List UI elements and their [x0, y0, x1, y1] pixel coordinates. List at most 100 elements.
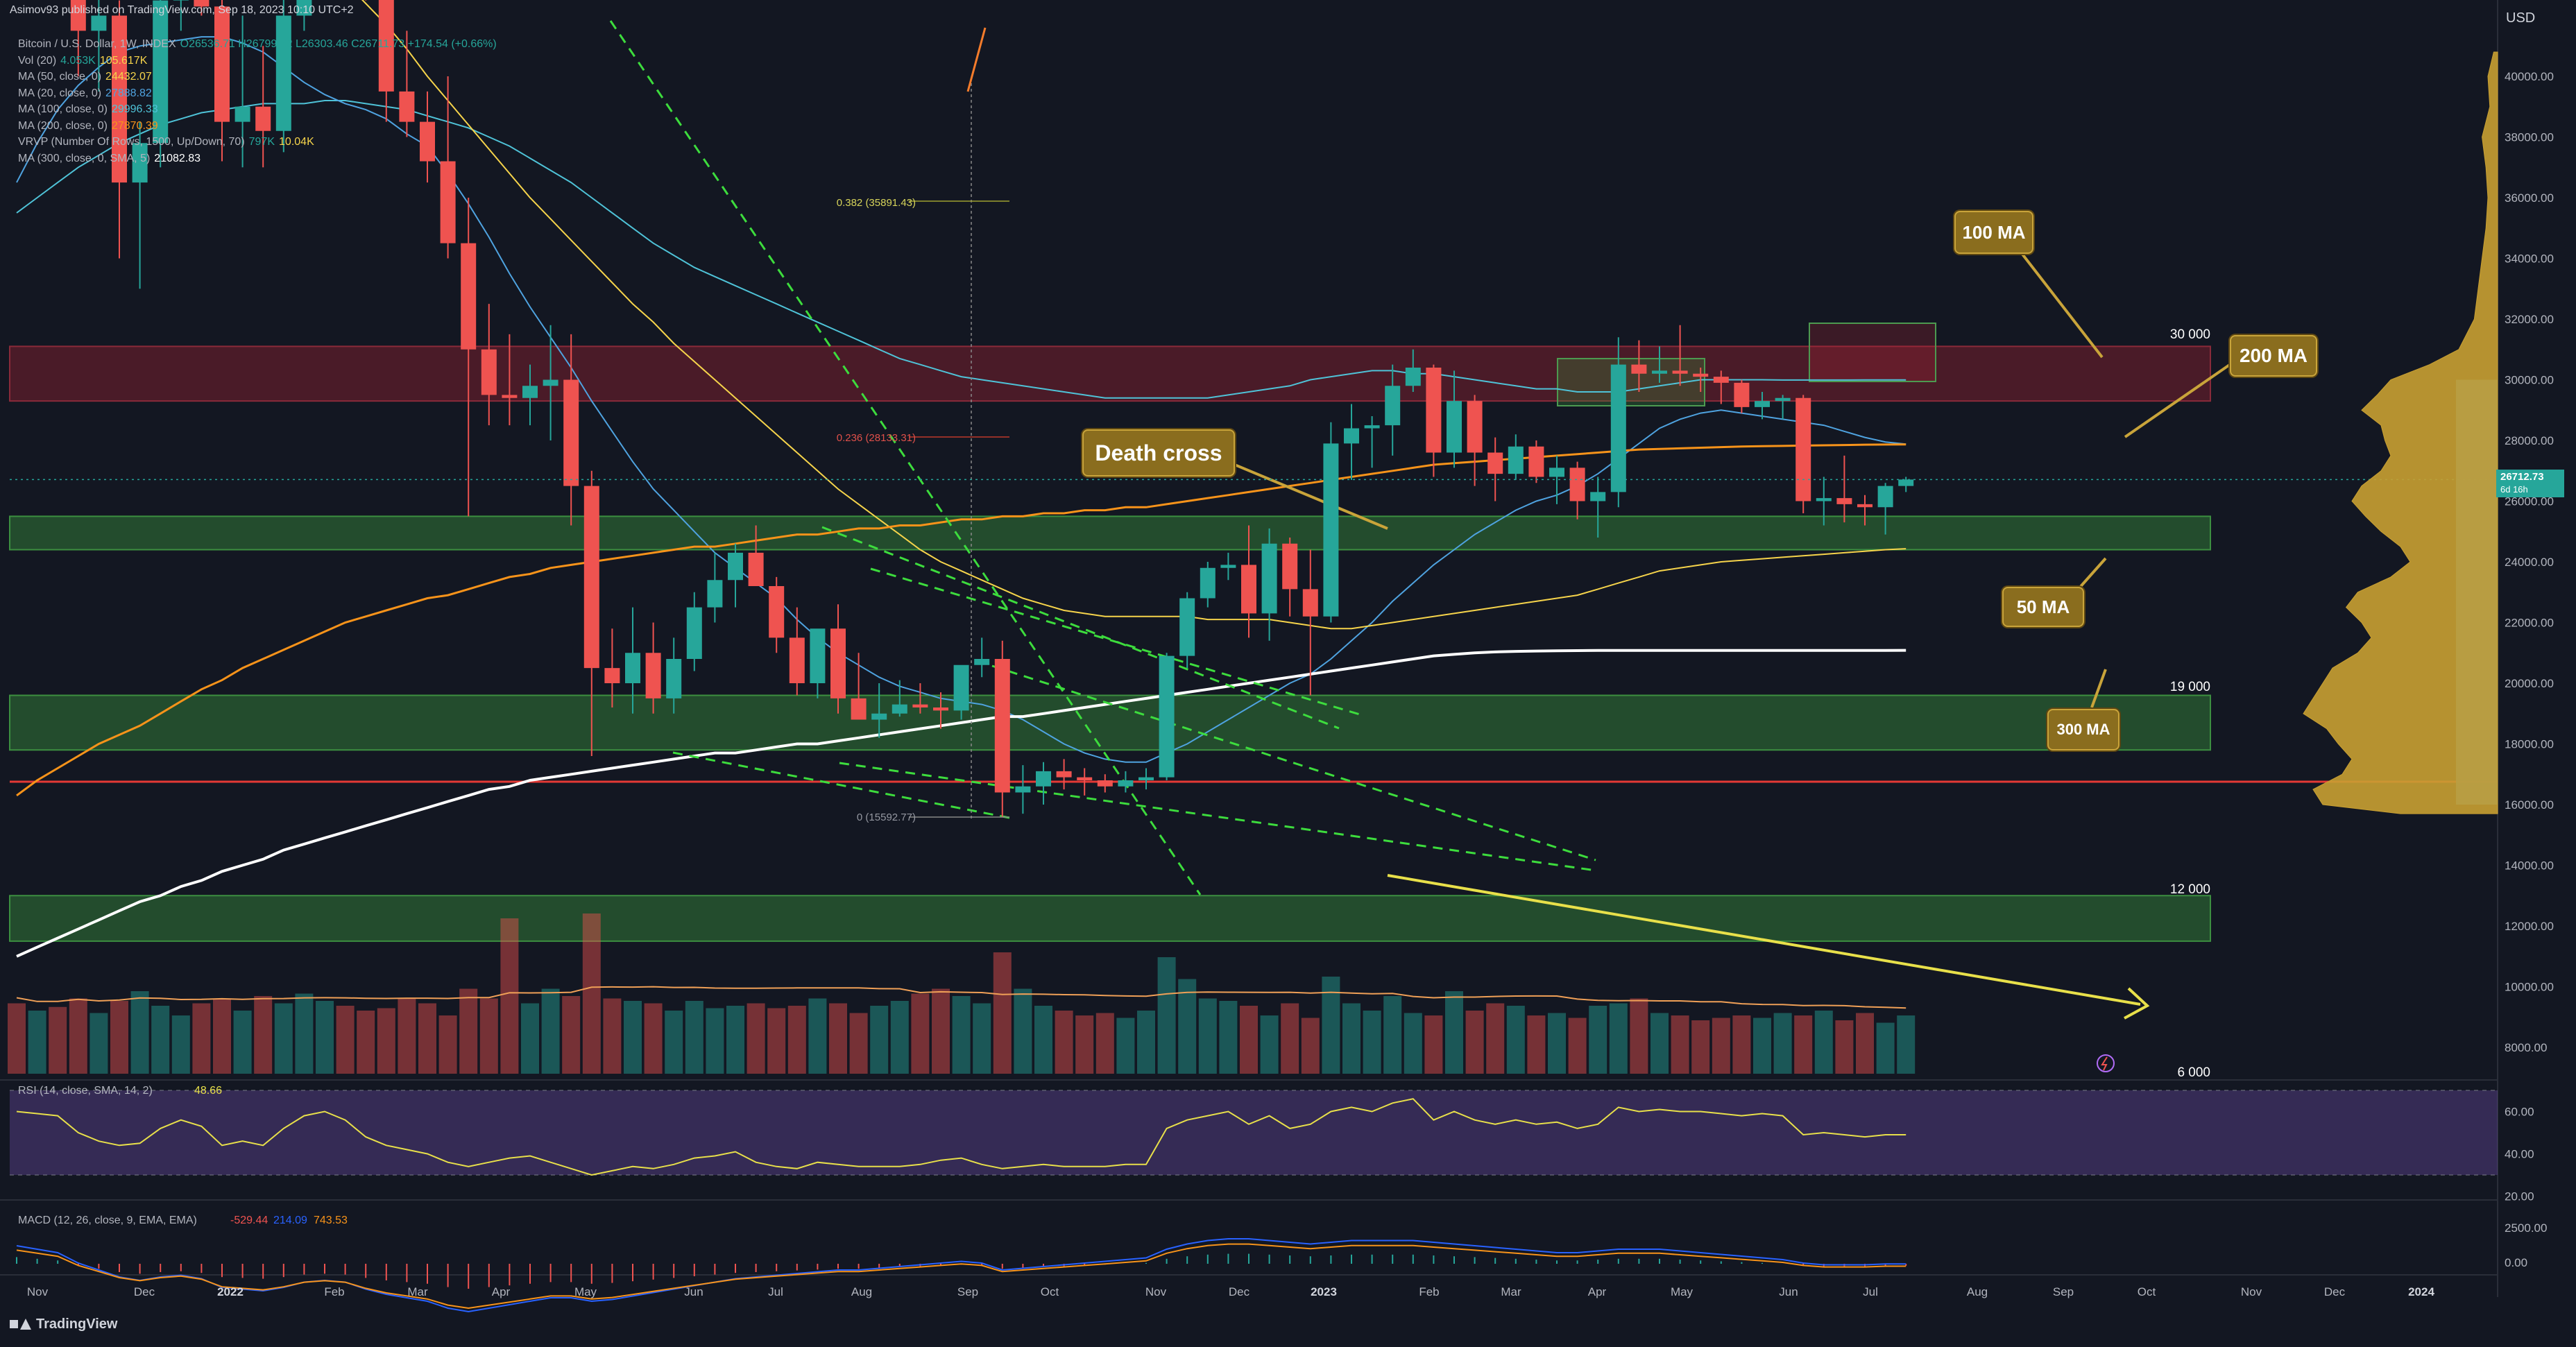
candle-body [234, 106, 250, 122]
price-axis-tick: 20000.00 [2505, 677, 2554, 690]
legend-value: 27888.82 [105, 87, 152, 99]
trend-line-dashed [870, 567, 1360, 716]
candle-body [1159, 655, 1175, 778]
candle-body [604, 668, 620, 683]
volume-bar [644, 1003, 663, 1074]
volume-bar [541, 988, 560, 1074]
time-axis-label: Jul [768, 1285, 783, 1298]
volume-bar [890, 1001, 909, 1074]
time-axis-label: Sep [957, 1285, 978, 1298]
candle-body [1056, 771, 1072, 778]
candle-body [707, 580, 723, 608]
rsi-axis-tick: 60.00 [2505, 1106, 2534, 1119]
volume-bar [993, 952, 1012, 1074]
callout-pointer [1231, 462, 1388, 530]
volume-bar [213, 998, 231, 1074]
legend-label: MA (20, close, 0) [18, 87, 102, 99]
volume-bar [1137, 1011, 1155, 1074]
candle-body [173, 0, 189, 1]
volume-bar [130, 991, 149, 1074]
volume-bar [1630, 998, 1648, 1074]
volume-bar [1445, 991, 1463, 1074]
candle-body [1282, 543, 1298, 590]
candle-body [1877, 486, 1893, 508]
volume-bar [336, 1006, 355, 1074]
lightning-glyph [2101, 1056, 2108, 1071]
legend-value: 4.053K [60, 54, 96, 67]
level-label-12000: 12 000 [2170, 882, 2210, 897]
volume-bar [500, 918, 519, 1074]
time-axis-label: Dec [134, 1285, 155, 1298]
volume-bar [829, 1003, 847, 1074]
candle-body [563, 379, 579, 486]
volume-bar [1363, 1011, 1381, 1074]
ma200-line [16, 443, 1907, 797]
macd-value: -529.44 [230, 1215, 268, 1226]
volume-bar [49, 1006, 67, 1074]
volume-bar [685, 1001, 703, 1074]
volume-bar [787, 1006, 806, 1074]
level-label-19000: 19 000 [2170, 680, 2210, 694]
legend-row[interactable]: Vol (20) 4.053K 105.617K [18, 53, 497, 69]
price-axis-tick: 10000.00 [2505, 981, 2554, 994]
legend-label: Bitcoin / U.S. Dollar, 1W, INDEX [18, 38, 176, 50]
candle-body [420, 121, 435, 162]
volume-bar [1178, 979, 1197, 1074]
legend-row[interactable]: MA (20, close, 0) 27888.82 [18, 85, 497, 102]
ma50-line [361, 0, 1907, 630]
legend-row[interactable]: MA (200, close, 0) 27870.39 [18, 118, 497, 135]
legend-row[interactable]: MA (300, close, 0, SMA, 5) 21082.83 [18, 151, 497, 167]
time-axis-label: Aug [1967, 1285, 1988, 1298]
macd-signal-line [16, 1243, 1907, 1310]
candle-body [1364, 425, 1380, 429]
candle-body [378, 0, 394, 92]
volume-bar [808, 998, 827, 1074]
volume-bar [1219, 1001, 1238, 1074]
candle-body [1261, 543, 1277, 614]
tradingview-logo[interactable]: TradingView [10, 1316, 117, 1332]
ma100-line [16, 100, 1907, 399]
price-axis-tick: 34000.00 [2505, 252, 2554, 266]
price-axis-tick: 36000.00 [2505, 191, 2554, 205]
legend-row[interactable]: Bitcoin / U.S. Dollar, 1W, INDEX O26536.7… [18, 36, 497, 53]
candle-body [1323, 443, 1339, 617]
level-label-6000: 6 000 [2177, 1065, 2210, 1080]
price-axis-tick: 30000.00 [2505, 374, 2554, 387]
time-axis-label: Jun [684, 1285, 703, 1298]
legend-row[interactable]: MA (100, close, 0) 29996.33 [18, 101, 497, 118]
volume-bar [89, 1013, 108, 1074]
volume-bar [28, 1011, 46, 1074]
trend-line-dashed [839, 762, 1596, 872]
volume-bar [1424, 1015, 1443, 1074]
legend-row[interactable]: VRVP (Number Of Rows, 1500, Up/Down, 70)… [18, 134, 497, 151]
candle-body [1569, 467, 1585, 501]
volume-bar [726, 1006, 744, 1074]
legend-row[interactable]: MA (50, close, 0) 24432.07 [18, 69, 497, 85]
volume-ma-line [16, 986, 1907, 1009]
legend-value: 29996.33 [111, 103, 158, 115]
volume-bar [1568, 1018, 1587, 1074]
candle-body [440, 161, 456, 243]
candle-body [1508, 446, 1524, 474]
candle-body [1447, 401, 1462, 453]
volume-bar [357, 1011, 375, 1074]
candle-body [1487, 452, 1503, 474]
candle-body [748, 552, 764, 586]
candle-body [1631, 364, 1647, 374]
trend-line-dashed [609, 20, 1202, 895]
rsi-axis-tick: 20.00 [2505, 1190, 2534, 1203]
price-axis-tick: 38000.00 [2505, 131, 2554, 144]
candle-body [296, 0, 312, 16]
volume-bar [295, 993, 314, 1074]
callout-pointer [2090, 669, 2107, 708]
candle-body [1549, 467, 1564, 477]
callout-50ma: 50 MA [2002, 587, 2084, 627]
tradingview-brand: TradingView [36, 1316, 118, 1332]
candle-body [1610, 364, 1626, 492]
volume-bar [911, 993, 930, 1074]
legend-label: VRVP (Number Of Rows, 1500, Up/Down, 70) [18, 136, 245, 148]
candle-body [1672, 370, 1688, 374]
volume-bar [274, 1003, 293, 1074]
candle-body [1179, 598, 1195, 656]
volume-bar [233, 1011, 252, 1074]
